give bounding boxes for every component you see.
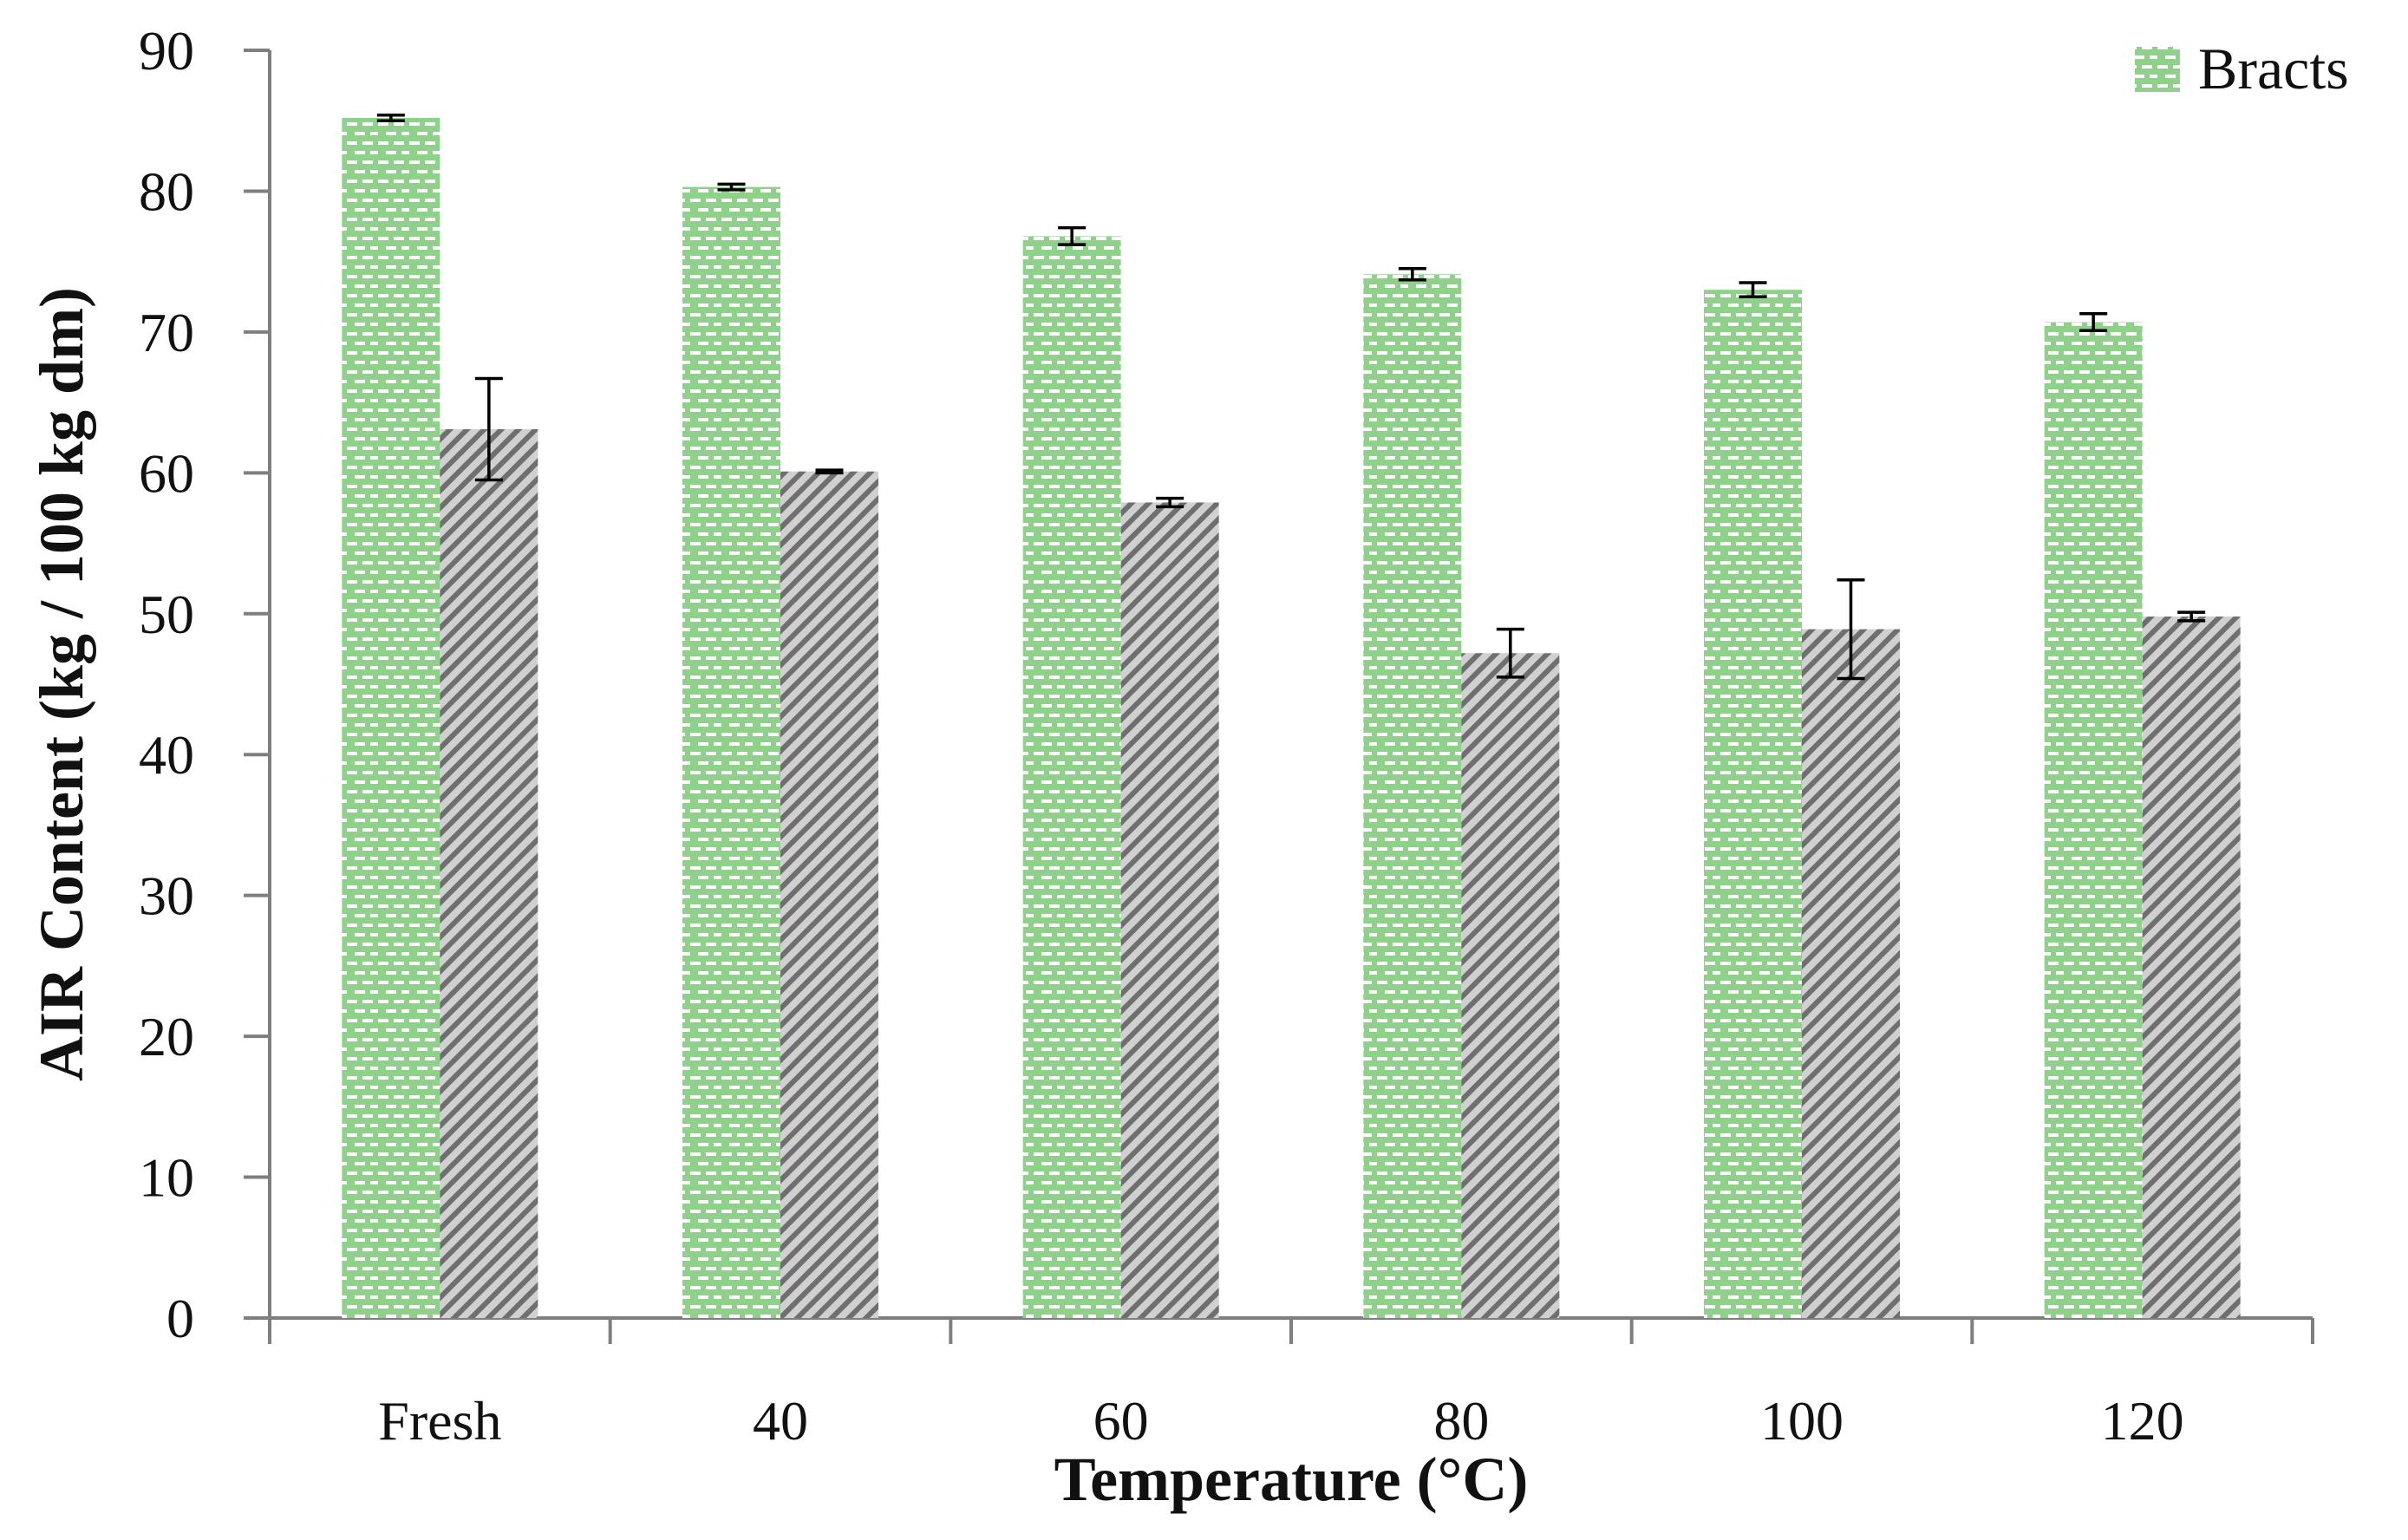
- bar-series1-100: [1704, 290, 1802, 1319]
- y-tick-label: 10: [139, 1147, 194, 1209]
- error-bar-series2-40: [815, 468, 844, 475]
- y-tick-label: 80: [139, 160, 194, 222]
- axes: [268, 50, 2313, 1320]
- error-bars: [376, 113, 2206, 681]
- x-tick-label: 120: [2101, 1390, 2184, 1452]
- x-tick-label: Fresh: [378, 1390, 501, 1452]
- error-bar-series1-40: [717, 182, 746, 192]
- x-tick-label: 80: [1433, 1390, 1489, 1452]
- error-bar-series2-fresh: [474, 376, 503, 482]
- error-bar-series2-60: [1156, 496, 1184, 509]
- error-bar-series1-60: [1058, 225, 1087, 246]
- bars: [342, 117, 2241, 1319]
- bar-series1-60: [1022, 236, 1121, 1319]
- y-axis-ticks: 0 10 20 30 40 50 60 70 80 90: [139, 20, 270, 1349]
- legend: Bracts: [2135, 36, 2349, 101]
- legend-label-bracts: Bracts: [2198, 36, 2349, 101]
- y-tick-label: 60: [139, 442, 194, 504]
- bar-series1-fresh: [342, 117, 440, 1318]
- bar-series2-fresh: [440, 428, 538, 1318]
- bar-series2-40: [780, 471, 878, 1318]
- error-bar-series2-80: [1496, 627, 1524, 679]
- y-axis-title: AIR Content (kg / 100 kg dm): [27, 287, 96, 1081]
- bar-series1-80: [1363, 274, 1462, 1319]
- y-tick-label: 20: [139, 1006, 194, 1067]
- legend-swatch-bracts: [2135, 47, 2180, 92]
- y-tick-label: 40: [139, 724, 194, 786]
- bar-series1-40: [682, 186, 780, 1319]
- bar-series2-100: [1802, 629, 1900, 1318]
- bar-series2-80: [1461, 653, 1560, 1318]
- y-tick-label: 30: [139, 865, 194, 927]
- bar-series1-120: [2044, 322, 2143, 1318]
- error-bar-series1-fresh: [376, 113, 405, 122]
- y-tick-label: 70: [139, 302, 194, 363]
- bar-series2-60: [1120, 502, 1219, 1318]
- x-tick-label: 40: [753, 1390, 808, 1452]
- y-tick-label: 90: [139, 20, 194, 82]
- y-tick-label: 0: [166, 1288, 194, 1349]
- error-bar-series1-120: [2079, 312, 2108, 333]
- error-bar-series2-120: [2177, 610, 2206, 623]
- x-tick-label: 60: [1093, 1390, 1149, 1452]
- error-bar-series1-100: [1739, 281, 1767, 299]
- bar-series2-120: [2142, 617, 2241, 1318]
- x-axis-ticks: Fresh 40 60 80 100 120: [268, 1318, 2314, 1452]
- x-tick-label: 100: [1760, 1390, 1844, 1452]
- x-axis-title: Temperature (°C): [1054, 1445, 1529, 1514]
- error-bar-series2-100: [1837, 578, 1865, 681]
- error-bar-series1-80: [1398, 267, 1426, 282]
- y-tick-label: 50: [139, 584, 194, 645]
